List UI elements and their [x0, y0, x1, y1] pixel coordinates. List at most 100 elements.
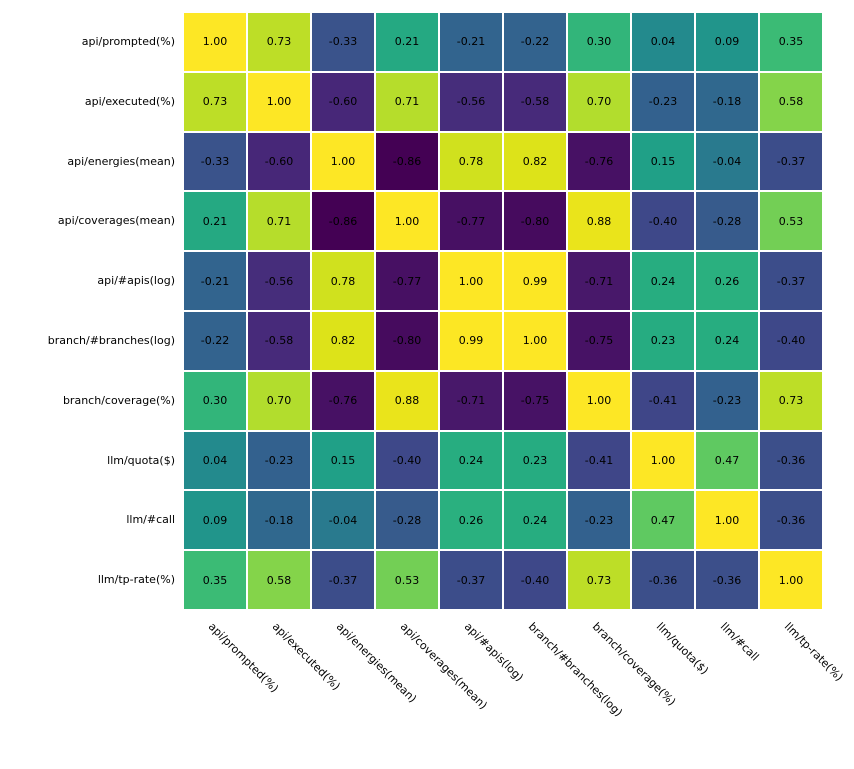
heatmap-cell: 0.23	[631, 311, 695, 371]
heatmap-cell: 0.21	[183, 191, 247, 251]
heatmap-cell: -0.04	[695, 132, 759, 192]
heatmap-cell: 0.24	[439, 431, 503, 491]
heatmap-cell: -0.23	[695, 371, 759, 431]
heatmap-ylabel: llm/quota($)	[107, 454, 175, 467]
heatmap-cell: -0.37	[439, 550, 503, 610]
heatmap-cell: 1.00	[695, 490, 759, 550]
heatmap-cell: 0.82	[503, 132, 567, 192]
heatmap-cell: 0.99	[503, 251, 567, 311]
heatmap-cell: 0.73	[247, 12, 311, 72]
heatmap-cell: 1.00	[311, 132, 375, 192]
heatmap-xlabel: llm/tp-rate(%)	[782, 620, 846, 684]
heatmap-cell: 0.35	[183, 550, 247, 610]
heatmap-cell: 0.24	[503, 490, 567, 550]
heatmap-cell: 0.04	[183, 431, 247, 491]
heatmap-cell: -0.37	[311, 550, 375, 610]
heatmap-cell: 0.78	[311, 251, 375, 311]
heatmap-cell: 0.23	[503, 431, 567, 491]
heatmap-cell: 0.71	[247, 191, 311, 251]
heatmap-cell: -0.76	[311, 371, 375, 431]
heatmap-cell: -0.77	[375, 251, 439, 311]
heatmap-cell: 0.70	[247, 371, 311, 431]
heatmap-cell: 0.21	[375, 12, 439, 72]
heatmap-cell: -0.36	[759, 431, 823, 491]
heatmap-cell: -0.40	[631, 191, 695, 251]
heatmap-cell: -0.36	[759, 490, 823, 550]
heatmap-cell: 0.30	[183, 371, 247, 431]
heatmap-ylabel: api/prompted(%)	[82, 35, 175, 48]
heatmap-cell: 0.24	[631, 251, 695, 311]
heatmap-cell: -0.18	[247, 490, 311, 550]
heatmap-cell: 0.15	[311, 431, 375, 491]
heatmap-cell: 0.47	[695, 431, 759, 491]
correlation-heatmap: 1.000.73-0.330.21-0.21-0.220.300.040.090…	[0, 0, 854, 769]
heatmap-cell: -0.22	[503, 12, 567, 72]
heatmap-cell: -0.33	[311, 12, 375, 72]
heatmap-xlabel: api/executed(%)	[270, 620, 343, 693]
heatmap-cell: 1.00	[247, 72, 311, 132]
heatmap-ylabel: branch/#branches(log)	[48, 334, 175, 347]
heatmap-cell: -0.86	[311, 191, 375, 251]
heatmap-cell: 0.99	[439, 311, 503, 371]
heatmap-cell: -0.28	[695, 191, 759, 251]
heatmap-cell: 1.00	[183, 12, 247, 72]
heatmap-cell: -0.21	[439, 12, 503, 72]
heatmap-cell: 0.26	[439, 490, 503, 550]
heatmap-cell: 0.73	[183, 72, 247, 132]
heatmap-cell: 0.30	[567, 12, 631, 72]
heatmap-cell: -0.86	[375, 132, 439, 192]
heatmap-ylabel: api/executed(%)	[85, 95, 175, 108]
heatmap-ylabel: api/energies(mean)	[67, 155, 175, 168]
heatmap-cell: -0.80	[375, 311, 439, 371]
heatmap-cell: -0.04	[311, 490, 375, 550]
heatmap-cell: -0.77	[439, 191, 503, 251]
heatmap-cell: 1.00	[439, 251, 503, 311]
heatmap-cell: -0.37	[759, 132, 823, 192]
heatmap-cell: 0.58	[759, 72, 823, 132]
heatmap-cell: 0.53	[375, 550, 439, 610]
heatmap-cell: -0.80	[503, 191, 567, 251]
heatmap-ylabel: api/#apis(log)	[97, 274, 175, 287]
heatmap-cell: 0.70	[567, 72, 631, 132]
heatmap-cell: -0.58	[247, 311, 311, 371]
heatmap-cell: 0.09	[183, 490, 247, 550]
heatmap-cell: -0.60	[311, 72, 375, 132]
heatmap-cell: -0.58	[503, 72, 567, 132]
heatmap-cell: -0.18	[695, 72, 759, 132]
heatmap-cell: -0.40	[759, 311, 823, 371]
heatmap-cell: -0.28	[375, 490, 439, 550]
heatmap-cell: -0.71	[439, 371, 503, 431]
heatmap-cell: -0.40	[503, 550, 567, 610]
heatmap-cell: 0.09	[695, 12, 759, 72]
heatmap-xlabel: api/prompted(%)	[206, 620, 281, 695]
heatmap-cell: -0.33	[183, 132, 247, 192]
heatmap-cell: -0.40	[375, 431, 439, 491]
heatmap-cell: 0.53	[759, 191, 823, 251]
heatmap-cell: 0.88	[375, 371, 439, 431]
heatmap-cell: 1.00	[375, 191, 439, 251]
heatmap-cell: -0.37	[759, 251, 823, 311]
heatmap-ylabel: llm/#call	[126, 513, 175, 526]
heatmap-cell: 0.24	[695, 311, 759, 371]
heatmap-ylabel: llm/tp-rate(%)	[98, 573, 175, 586]
heatmap-cell: 0.47	[631, 490, 695, 550]
heatmap-cell: -0.56	[247, 251, 311, 311]
heatmap-cell: 1.00	[503, 311, 567, 371]
heatmap-cell: -0.23	[567, 490, 631, 550]
heatmap-cell: -0.60	[247, 132, 311, 192]
heatmap-cell: 0.58	[247, 550, 311, 610]
heatmap-cell: -0.76	[567, 132, 631, 192]
heatmap-xlabel: llm/quota($)	[654, 620, 711, 677]
heatmap-cell: 0.88	[567, 191, 631, 251]
heatmap-cell: -0.36	[631, 550, 695, 610]
heatmap-xlabel: llm/#call	[718, 620, 762, 664]
heatmap-cell: -0.23	[631, 72, 695, 132]
heatmap-cell: 0.35	[759, 12, 823, 72]
heatmap-cell: -0.75	[503, 371, 567, 431]
heatmap-cell: 0.26	[695, 251, 759, 311]
heatmap-cell: -0.22	[183, 311, 247, 371]
heatmap-cell: -0.56	[439, 72, 503, 132]
heatmap-ylabel: api/coverages(mean)	[58, 214, 175, 227]
heatmap-cell: 0.78	[439, 132, 503, 192]
heatmap-cell: 0.71	[375, 72, 439, 132]
